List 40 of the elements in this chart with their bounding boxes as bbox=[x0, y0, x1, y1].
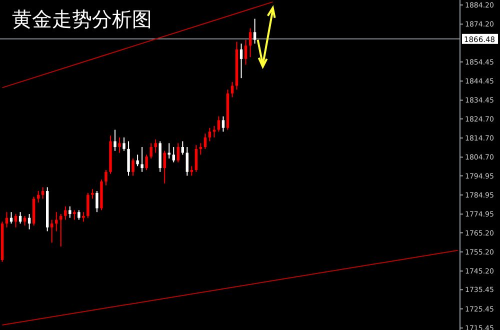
candlestick bbox=[127, 140, 130, 176]
candlestick bbox=[204, 133, 207, 150]
candlestick bbox=[86, 192, 90, 218]
candlestick bbox=[186, 146, 189, 176]
candlestick bbox=[68, 206, 72, 218]
candlestick bbox=[122, 136, 126, 152]
candlestick bbox=[154, 138, 157, 154]
candlestick bbox=[217, 116, 220, 132]
candlestick bbox=[136, 154, 139, 167]
candlestick bbox=[114, 129, 116, 152]
candlestick bbox=[140, 146, 144, 172]
candlestick bbox=[253, 18, 256, 44]
candlestick bbox=[91, 188, 94, 200]
candlestick bbox=[50, 219, 54, 244]
candlestick bbox=[222, 116, 225, 132]
candlestick bbox=[78, 210, 80, 220]
candlestick bbox=[163, 150, 166, 184]
candlestick bbox=[118, 136, 121, 154]
candlestick bbox=[248, 28, 252, 58]
candlestick bbox=[230, 81, 234, 98]
candlestick bbox=[208, 127, 212, 142]
candlestick bbox=[240, 43, 243, 79]
candlestick bbox=[194, 144, 198, 172]
candlestick bbox=[244, 39, 248, 66]
candlestick bbox=[82, 212, 85, 222]
candlestick bbox=[150, 142, 152, 159]
candlestick bbox=[73, 210, 76, 220]
candlestick bbox=[55, 212, 58, 232]
candlestick bbox=[176, 142, 180, 163]
chart-title: 黄金走势分析图 bbox=[12, 7, 152, 31]
candlestick bbox=[145, 154, 148, 170]
candlestick bbox=[132, 158, 134, 176]
candlestick bbox=[190, 166, 194, 176]
candlestick bbox=[199, 142, 202, 156]
candlestick bbox=[104, 169, 108, 186]
candlestick bbox=[64, 206, 67, 220]
candlestick bbox=[96, 190, 98, 213]
candlestick bbox=[168, 142, 170, 159]
candlestick bbox=[41, 186, 44, 200]
candlestick bbox=[172, 146, 175, 163]
